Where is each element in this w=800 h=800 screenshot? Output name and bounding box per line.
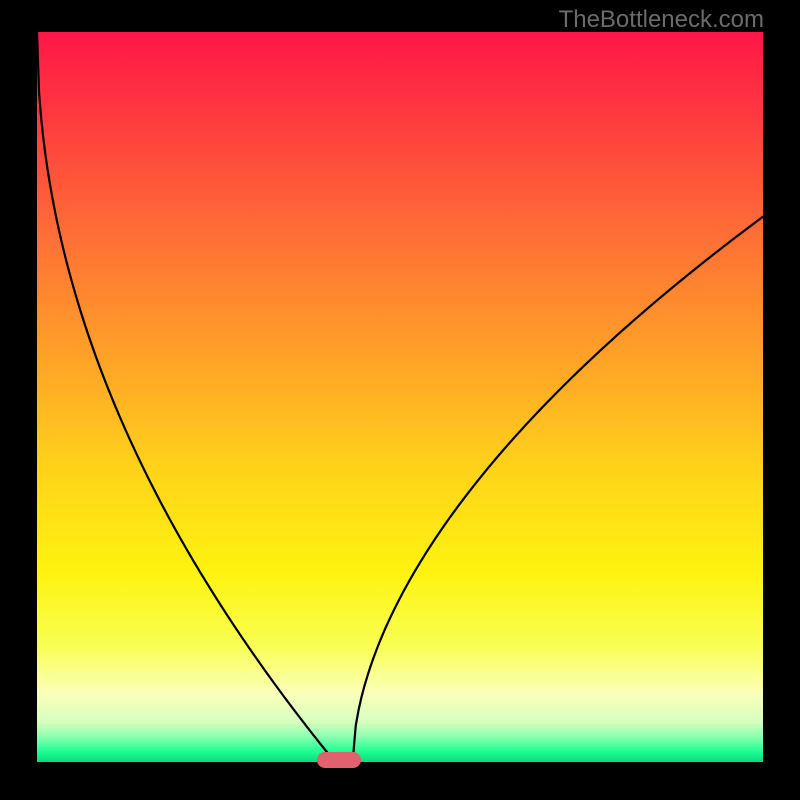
stage: TheBottleneck.com	[0, 0, 800, 800]
curve-right	[353, 217, 763, 760]
curve-left	[37, 32, 333, 760]
bottleneck-marker	[317, 752, 361, 768]
watermark-text: TheBottleneck.com	[559, 6, 764, 34]
bottleneck-curves	[37, 32, 763, 762]
plot-area	[37, 32, 763, 762]
